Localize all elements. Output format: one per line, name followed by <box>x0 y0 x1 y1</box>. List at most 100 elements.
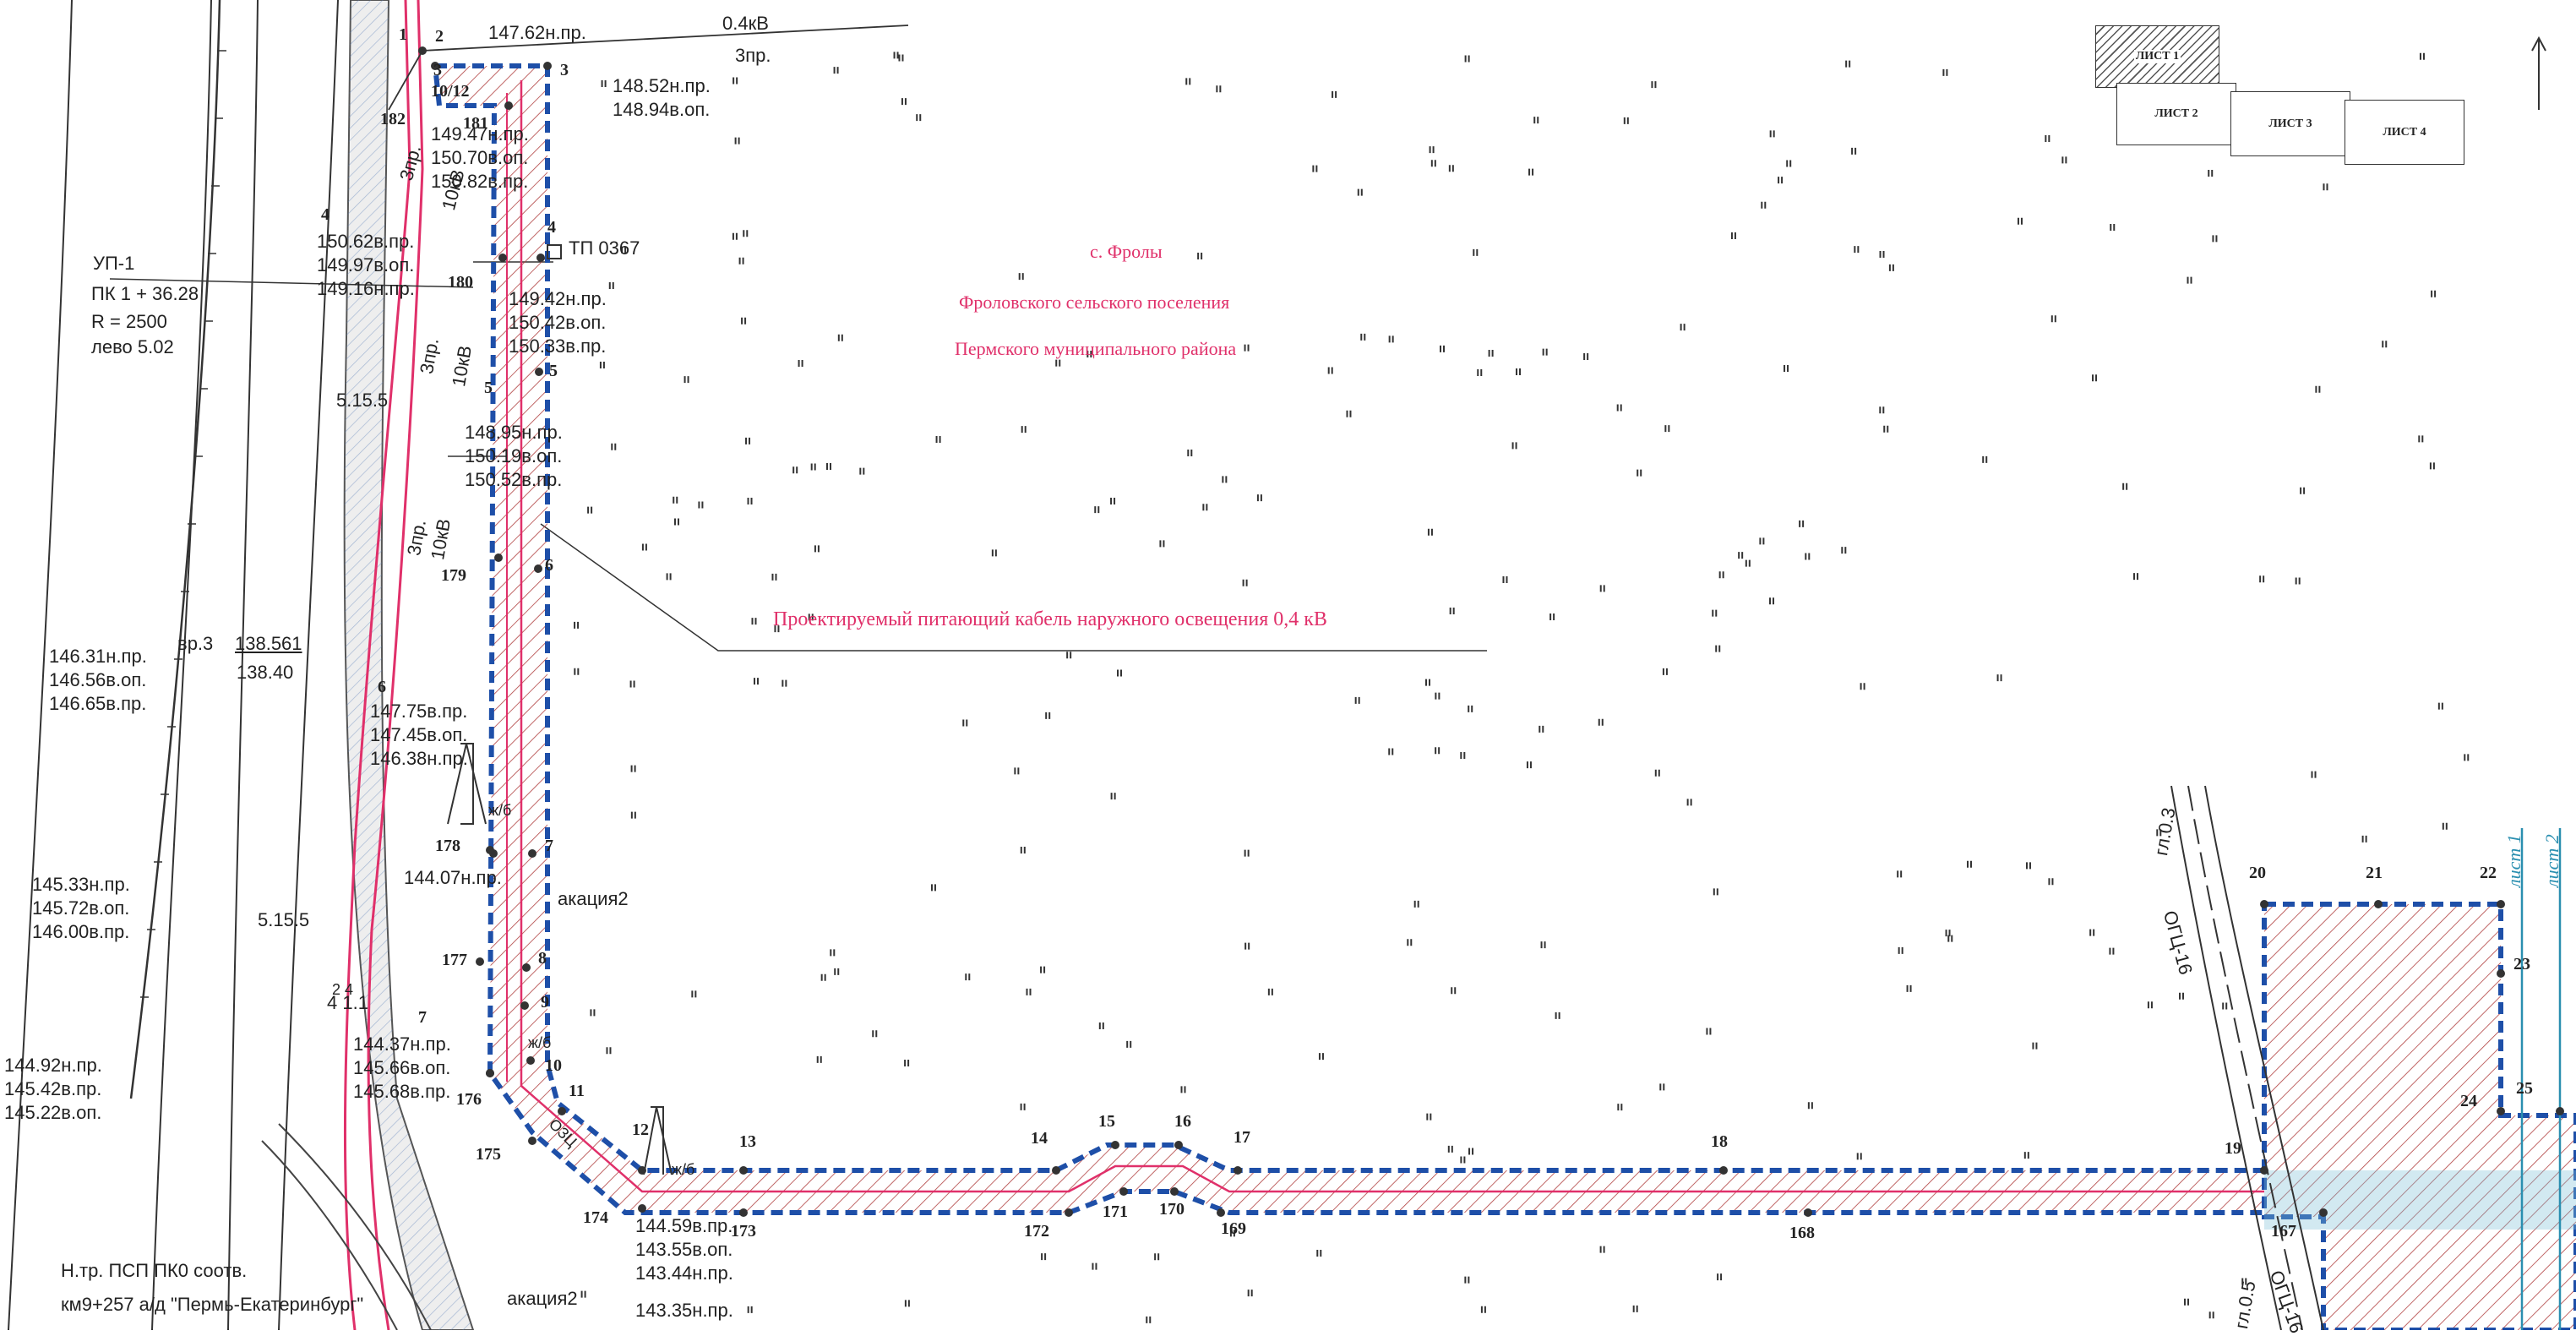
grass-mark <box>1761 201 1767 209</box>
grass-mark <box>1360 333 1366 341</box>
grass-mark <box>1947 935 1953 942</box>
grass-mark <box>1888 264 1894 271</box>
elev-3: 149.47н.пр. 150.70в.оп. 150.82в.пр. <box>431 123 529 192</box>
grass-mark <box>1464 1276 1470 1284</box>
grass-mark <box>1651 81 1657 89</box>
grass-mark <box>2311 771 2317 778</box>
pt-22: 22 <box>2480 864 2497 882</box>
embankment <box>343 0 475 1330</box>
grass-mark <box>1845 60 1851 68</box>
grass-mark <box>1092 1262 1097 1270</box>
grass-mark <box>2023 1152 2029 1159</box>
pt-3b: 3 <box>433 61 442 79</box>
grass-mark <box>1502 575 1508 583</box>
parcel-area <box>2262 902 2576 1330</box>
grass-mark <box>1583 352 1589 360</box>
grass-mark <box>1267 988 1273 995</box>
grass-mark <box>741 317 747 324</box>
pt-178: 178 <box>435 837 460 855</box>
pr3-top-label: 3пр. <box>735 45 771 66</box>
grass-mark <box>2464 754 2470 761</box>
grass-mark <box>1388 335 1394 343</box>
pt-168: 168 <box>1789 1224 1815 1242</box>
grass-mark <box>1244 344 1250 352</box>
sheet-line-1: лист 1 <box>2503 834 2524 887</box>
grass-mark <box>991 549 997 557</box>
grass-mark <box>825 463 831 471</box>
grass-mark <box>2418 435 2424 443</box>
grass-mark <box>1185 78 1191 85</box>
grass-mark <box>1718 571 1724 579</box>
curve-pk: ПК 1 + 36.28 <box>91 283 199 304</box>
grass-mark <box>965 973 971 981</box>
elev-5: 149.42н.пр. 150.42в.оп. 150.33в.пр. <box>509 288 607 357</box>
grass-mark <box>1659 1083 1665 1091</box>
pt-7b: 7 <box>418 1008 427 1027</box>
grass-mark <box>833 67 839 74</box>
sheet-division-lines <box>2520 828 2562 1330</box>
road-edge-pink <box>343 0 424 1330</box>
grass-mark <box>630 811 636 819</box>
grass-mark <box>1738 552 1744 559</box>
grass-mark <box>1549 613 1555 621</box>
grass-mark <box>1784 365 1789 373</box>
curve-side: лево 5.02 <box>91 336 174 357</box>
grass-mark <box>771 573 777 581</box>
zhb-label-1: ж/б <box>488 802 512 819</box>
mark-411: 4 1.1 <box>327 992 368 1013</box>
pt-5b: 5 <box>484 379 493 397</box>
pt-1: 1 <box>399 25 407 44</box>
grass-mark <box>1879 250 1885 258</box>
grass-mark <box>601 79 607 87</box>
grass-mark <box>1468 705 1473 712</box>
pt-180: 180 <box>448 273 473 292</box>
curve-r: R = 2500 <box>91 311 167 332</box>
grass-mark <box>1451 987 1457 995</box>
grass-mark <box>2092 374 2098 382</box>
grass-mark <box>2208 169 2214 177</box>
grass-mark <box>629 680 635 688</box>
grass-mark <box>1598 718 1604 726</box>
grass-mark <box>1026 988 1032 995</box>
grass-mark <box>1967 860 1972 868</box>
pt-5a: 5 <box>549 362 558 380</box>
grass-mark <box>1632 1305 1638 1312</box>
grass-mark <box>1187 449 1193 456</box>
grass-mark <box>1715 645 1721 652</box>
grass-mark <box>1110 793 1116 800</box>
grass-mark <box>2382 341 2388 348</box>
grass-mark <box>1555 1012 1560 1019</box>
grass-mark <box>738 257 744 264</box>
grass-mark <box>1098 1022 1104 1029</box>
grass-mark <box>1425 679 1431 686</box>
leader-lines <box>109 261 1487 652</box>
grass-marks <box>574 52 2470 1323</box>
grass-mark <box>2431 290 2437 297</box>
acacia-label-1: акация2 <box>558 888 629 909</box>
grass-mark <box>747 497 753 504</box>
grass-mark <box>1447 1145 1453 1153</box>
grass-mark <box>1730 232 1736 240</box>
cable-label: Проектируемый питающий кабель наружного … <box>773 608 1327 630</box>
tp-box <box>547 244 562 259</box>
grass-mark <box>2315 385 2321 393</box>
grass-mark <box>1448 165 1454 172</box>
grass-mark <box>2361 835 2367 842</box>
grass-mark <box>2045 135 2050 143</box>
grass-mark <box>904 1059 910 1066</box>
grass-mark <box>1040 966 1046 973</box>
grass-mark <box>1045 712 1051 719</box>
grass-mark <box>1316 1249 1322 1257</box>
grass-mark <box>1851 147 1857 155</box>
grass-mark <box>1197 252 1203 259</box>
elev-8: 146.31н.пр. 146.56в.оп. 146.65в.пр. <box>49 646 147 714</box>
pt-13: 13 <box>739 1132 756 1151</box>
grass-mark <box>743 230 749 237</box>
grass-mark <box>2300 487 2306 494</box>
grass-mark <box>1426 1113 1432 1121</box>
grass-mark <box>1799 520 1805 527</box>
grass-mark <box>732 77 738 85</box>
elev-2: 148.52н.пр. 148.94в.оп. <box>613 75 711 120</box>
grass-mark <box>1856 1153 1862 1160</box>
pt-3a: 3 <box>560 61 569 79</box>
